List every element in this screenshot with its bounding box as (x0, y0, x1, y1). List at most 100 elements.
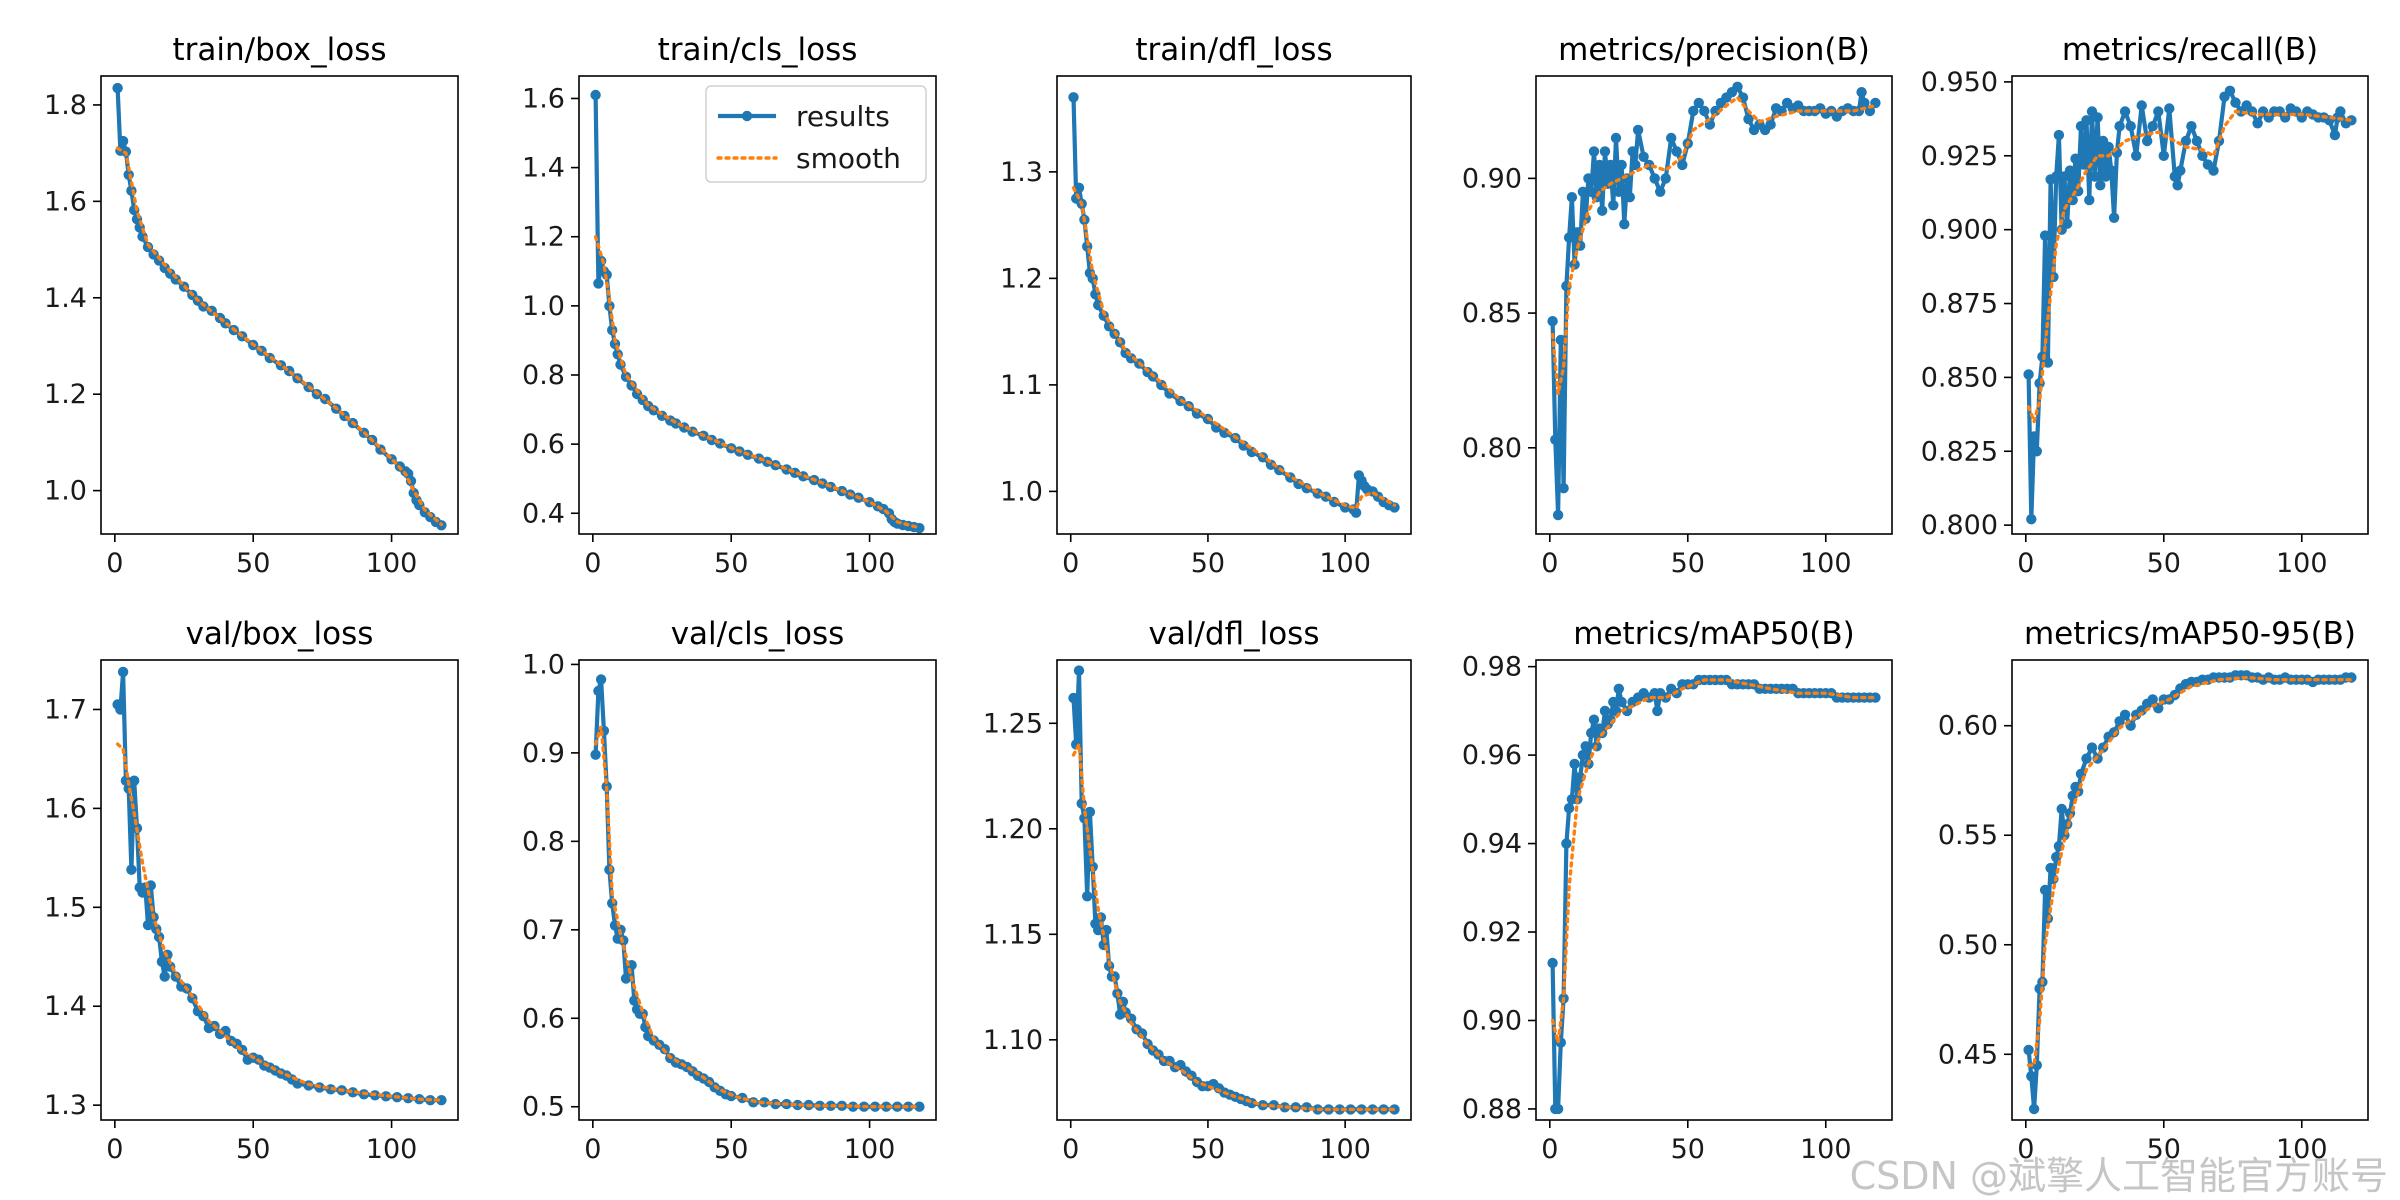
results-point (1577, 186, 1589, 197)
axes-frame (2011, 75, 2369, 535)
results-point (590, 749, 601, 760)
results-point (1219, 427, 1230, 438)
y-tick-label: 1.6 (44, 793, 87, 824)
y-tick-label: 1.3 (1000, 157, 1043, 188)
results-point (117, 135, 129, 147)
results-point (1624, 192, 1636, 203)
results-point (2084, 194, 2095, 206)
results-point (2089, 171, 2100, 182)
results-point (159, 971, 170, 982)
results-point (2197, 150, 2208, 161)
axes-frame (1535, 659, 1893, 1121)
y-tick-label: 1.2 (44, 379, 87, 410)
legend-results-label: results (796, 100, 890, 133)
x-tick-label: 50 (1671, 548, 1705, 579)
y-tick-label: 0.90 (1462, 163, 1522, 194)
results-point (1550, 434, 1561, 445)
x-tick-label: 50 (1191, 548, 1225, 579)
results-point (2081, 115, 2092, 126)
results-point (1743, 113, 1754, 125)
results-point (2114, 121, 2125, 132)
results-point (2028, 431, 2040, 442)
results-point (2329, 129, 2341, 141)
results-point (1572, 227, 1583, 238)
series-layer (112, 82, 447, 531)
x-tick-label: 50 (1191, 1134, 1225, 1165)
y-tick-label: 1.7 (44, 694, 87, 725)
results-point (2208, 165, 2219, 176)
results-point (1864, 105, 1876, 117)
results-point (1555, 334, 1567, 346)
y-tick-label: 1.2 (522, 222, 565, 253)
panel-5: val/box_loss 0 50 100 1.3 1.4 1.5 1.6 1.7 (44, 616, 459, 1165)
results-point (2045, 862, 2056, 874)
legend-results-marker (741, 110, 753, 122)
x-tick-label: 100 (366, 548, 418, 579)
y-tick-label: 0.800 (1921, 510, 1998, 541)
results-point (2108, 727, 2120, 738)
results-point (1580, 741, 1591, 752)
x-tick-label: 0 (2017, 1134, 2034, 1165)
results-point (1655, 186, 1666, 197)
smooth-line (1550, 95, 1878, 395)
x-tick-label: 0 (106, 548, 123, 579)
x-tick-label: 50 (236, 548, 270, 579)
results-point (1125, 353, 1137, 364)
x-tick-label: 0 (1541, 1134, 1558, 1165)
results-point (2230, 97, 2241, 108)
smooth-line (115, 146, 444, 527)
results-point (2056, 803, 2067, 815)
results-line (2026, 673, 2352, 1112)
results-point (129, 775, 140, 786)
panel-title: val/cls_loss (671, 616, 845, 652)
results-point (1652, 705, 1663, 717)
series-layer (590, 89, 925, 534)
results-point (1613, 186, 1625, 197)
panel-0: train/box_loss 0 50 100 1.0 1.2 1.4 1.6 1.8 (44, 32, 459, 579)
results-point (2042, 357, 2054, 368)
y-tick-label: 1.2 (1000, 263, 1043, 294)
results-point (1630, 159, 1641, 171)
results-point (2103, 141, 2114, 153)
results-point (1613, 683, 1625, 694)
y-tick-label: 0.4 (522, 498, 565, 529)
results-point (593, 685, 604, 697)
results-point (170, 971, 181, 982)
x-tick-label: 0 (1062, 1134, 1079, 1165)
results-point (1666, 132, 1677, 144)
results-point (2023, 1044, 2034, 1056)
results-point (1389, 502, 1400, 513)
x-tick-label: 0 (1062, 548, 1079, 579)
results-point (2147, 121, 2158, 132)
axes-frame (578, 659, 937, 1121)
smooth-line (1550, 678, 1878, 1044)
results-point (1082, 891, 1093, 902)
y-tick-label: 0.45 (1938, 1039, 1998, 1070)
y-tick-label: 1.0 (1000, 476, 1043, 507)
y-tick-label: 0.98 (1462, 652, 1522, 683)
results-point (2252, 118, 2263, 129)
results-point (1588, 714, 1600, 725)
results-point (1558, 483, 1569, 494)
results-point (1334, 1104, 1345, 1115)
results-point (2180, 135, 2192, 147)
x-tick-label: 50 (714, 1134, 748, 1165)
smooth-line (1071, 738, 1397, 1112)
results-point (126, 864, 137, 875)
y-tick-label: 0.94 (1462, 829, 1522, 860)
results-point (2039, 230, 2051, 241)
x-tick-label: 50 (236, 1134, 270, 1165)
y-tick-label: 1.10 (983, 1025, 1043, 1056)
x-tick-label: 100 (1319, 548, 1371, 579)
results-point (2191, 135, 2203, 147)
y-tick-label: 0.96 (1462, 740, 1522, 771)
results-point (1608, 200, 1619, 211)
results-point (2106, 165, 2117, 176)
x-tick-label: 0 (584, 1134, 601, 1165)
smooth-line (2026, 109, 2354, 428)
results-point (1638, 151, 1649, 162)
y-tick-label: 1.0 (522, 649, 565, 680)
legend: results smooth (705, 85, 927, 183)
y-tick-label: 0.88 (1462, 1094, 1522, 1125)
